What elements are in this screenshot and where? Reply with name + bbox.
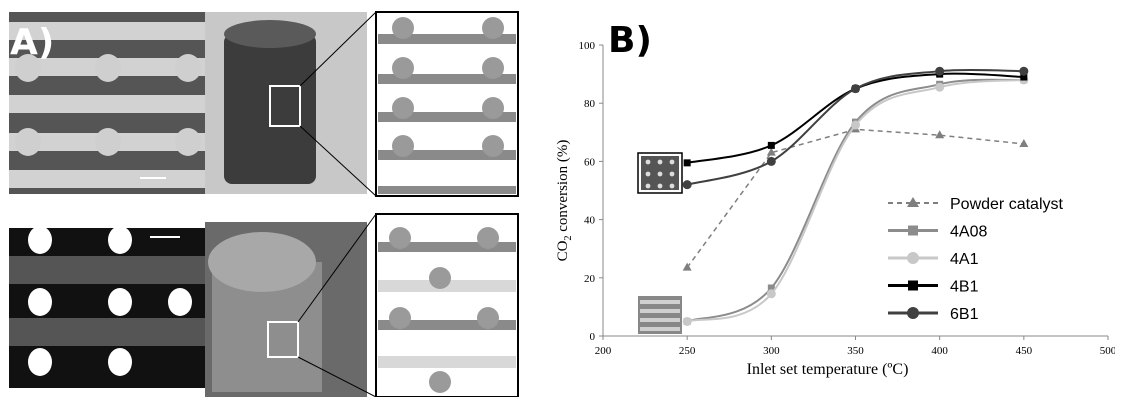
data-point-3	[1020, 73, 1028, 81]
monolith-photo-top	[205, 12, 367, 194]
data-point-2	[682, 316, 692, 326]
data-point-0	[935, 130, 945, 139]
x-tick-label: 200	[595, 345, 612, 357]
data-point-4	[1019, 66, 1029, 76]
legend-label-2: 4A1	[950, 251, 979, 268]
series-line-2	[686, 78, 1024, 323]
structure-icon-b-hole	[645, 159, 651, 165]
structure-icon-b-hole	[657, 159, 663, 165]
data-point-3	[767, 141, 775, 149]
data-point-0	[1019, 138, 1029, 147]
structure-icon-a-bar	[640, 300, 680, 304]
structure-icon-b-hole	[657, 183, 663, 189]
micrograph-top	[9, 12, 205, 194]
legend-label-0: Powder catalyst	[950, 196, 1063, 213]
y-tick-label: 60	[584, 156, 596, 168]
y-tick-label: 100	[579, 40, 596, 52]
structure-icon-b-hole	[657, 171, 663, 177]
legend-marker-3	[908, 280, 918, 291]
data-point-4	[682, 180, 692, 190]
legend-label-3: 4B1	[950, 279, 979, 296]
structure-icon-b-hole	[669, 183, 675, 189]
data-point-2	[766, 289, 776, 299]
x-tick-label: 400	[931, 345, 948, 357]
structure-icon-b-hole	[669, 159, 675, 165]
x-tick-label: 250	[679, 345, 696, 357]
x-tick-label: 350	[847, 345, 864, 357]
structure-icon-a-bar	[640, 327, 680, 331]
y-tick-label: 20	[584, 273, 596, 285]
data-point-1	[767, 284, 775, 292]
y-tick-label: 0	[590, 331, 596, 343]
monolith-photo-bottom	[205, 222, 367, 397]
data-point-4	[935, 66, 945, 76]
series-line-1	[686, 78, 1024, 323]
structure-icon-b-hole	[669, 171, 675, 177]
panel-b-label: B)	[608, 20, 652, 61]
data-point-4	[766, 156, 776, 166]
legend-label-4: 6B1	[950, 306, 979, 323]
structure-icon-a-bar	[640, 309, 680, 313]
schematic-bottom	[375, 213, 519, 398]
structure-icon-b-hole	[645, 183, 651, 189]
legend-marker-4	[907, 307, 919, 319]
data-point-2	[935, 82, 945, 92]
structure-icon-b-hole	[645, 171, 651, 177]
x-tick-label: 500	[1100, 345, 1115, 357]
panel-a-figure	[9, 11, 519, 398]
legend-marker-2	[907, 252, 919, 264]
panel-a: A)	[0, 0, 540, 398]
y-tick-label: 80	[584, 98, 596, 110]
data-point-3	[683, 159, 691, 167]
zoom-lines	[297, 11, 377, 398]
micrograph-bottom	[9, 226, 205, 388]
y-tick-label: 40	[584, 215, 596, 227]
structure-icon-a-bar	[640, 318, 680, 322]
data-point-2	[851, 120, 860, 130]
legend-label-1: 4A08	[950, 224, 987, 241]
x-tick-label: 300	[763, 345, 780, 357]
data-point-0	[682, 262, 692, 271]
data-point-0	[766, 147, 776, 156]
x-tick-label: 450	[1016, 345, 1033, 357]
data-point-4	[851, 84, 860, 94]
panel-a-label: A)	[10, 22, 55, 63]
y-axis-title: CO2 conversion (%)	[555, 140, 574, 262]
legend-marker-1	[908, 225, 918, 236]
legend-marker-0	[907, 197, 919, 207]
x-axis-title: Inlet set temperature (ºC)	[747, 361, 909, 378]
conversion-chart: 0 20 40 60 80 100 200 250 300 350 400 450 500 Inlet s…	[555, 40, 1115, 378]
schematic-top	[375, 11, 519, 197]
